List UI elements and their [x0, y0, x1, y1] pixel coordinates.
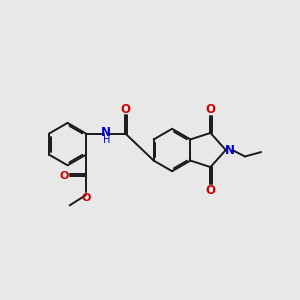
- Text: H: H: [103, 135, 110, 145]
- Text: O: O: [120, 103, 130, 116]
- Text: O: O: [206, 184, 215, 196]
- Text: O: O: [60, 171, 69, 181]
- Text: N: N: [225, 143, 235, 157]
- Text: N: N: [101, 125, 111, 139]
- Text: O: O: [81, 193, 91, 203]
- Text: O: O: [206, 103, 215, 116]
